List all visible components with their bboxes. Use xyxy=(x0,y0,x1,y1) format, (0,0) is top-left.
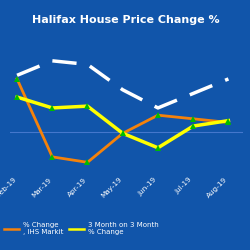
Title: Halifax House Price Change %: Halifax House Price Change % xyxy=(32,15,220,25)
Legend: % Change
, IHS Markit, 3 Month on 3 Month
% Change: % Change , IHS Markit, 3 Month on 3 Mont… xyxy=(4,222,158,235)
